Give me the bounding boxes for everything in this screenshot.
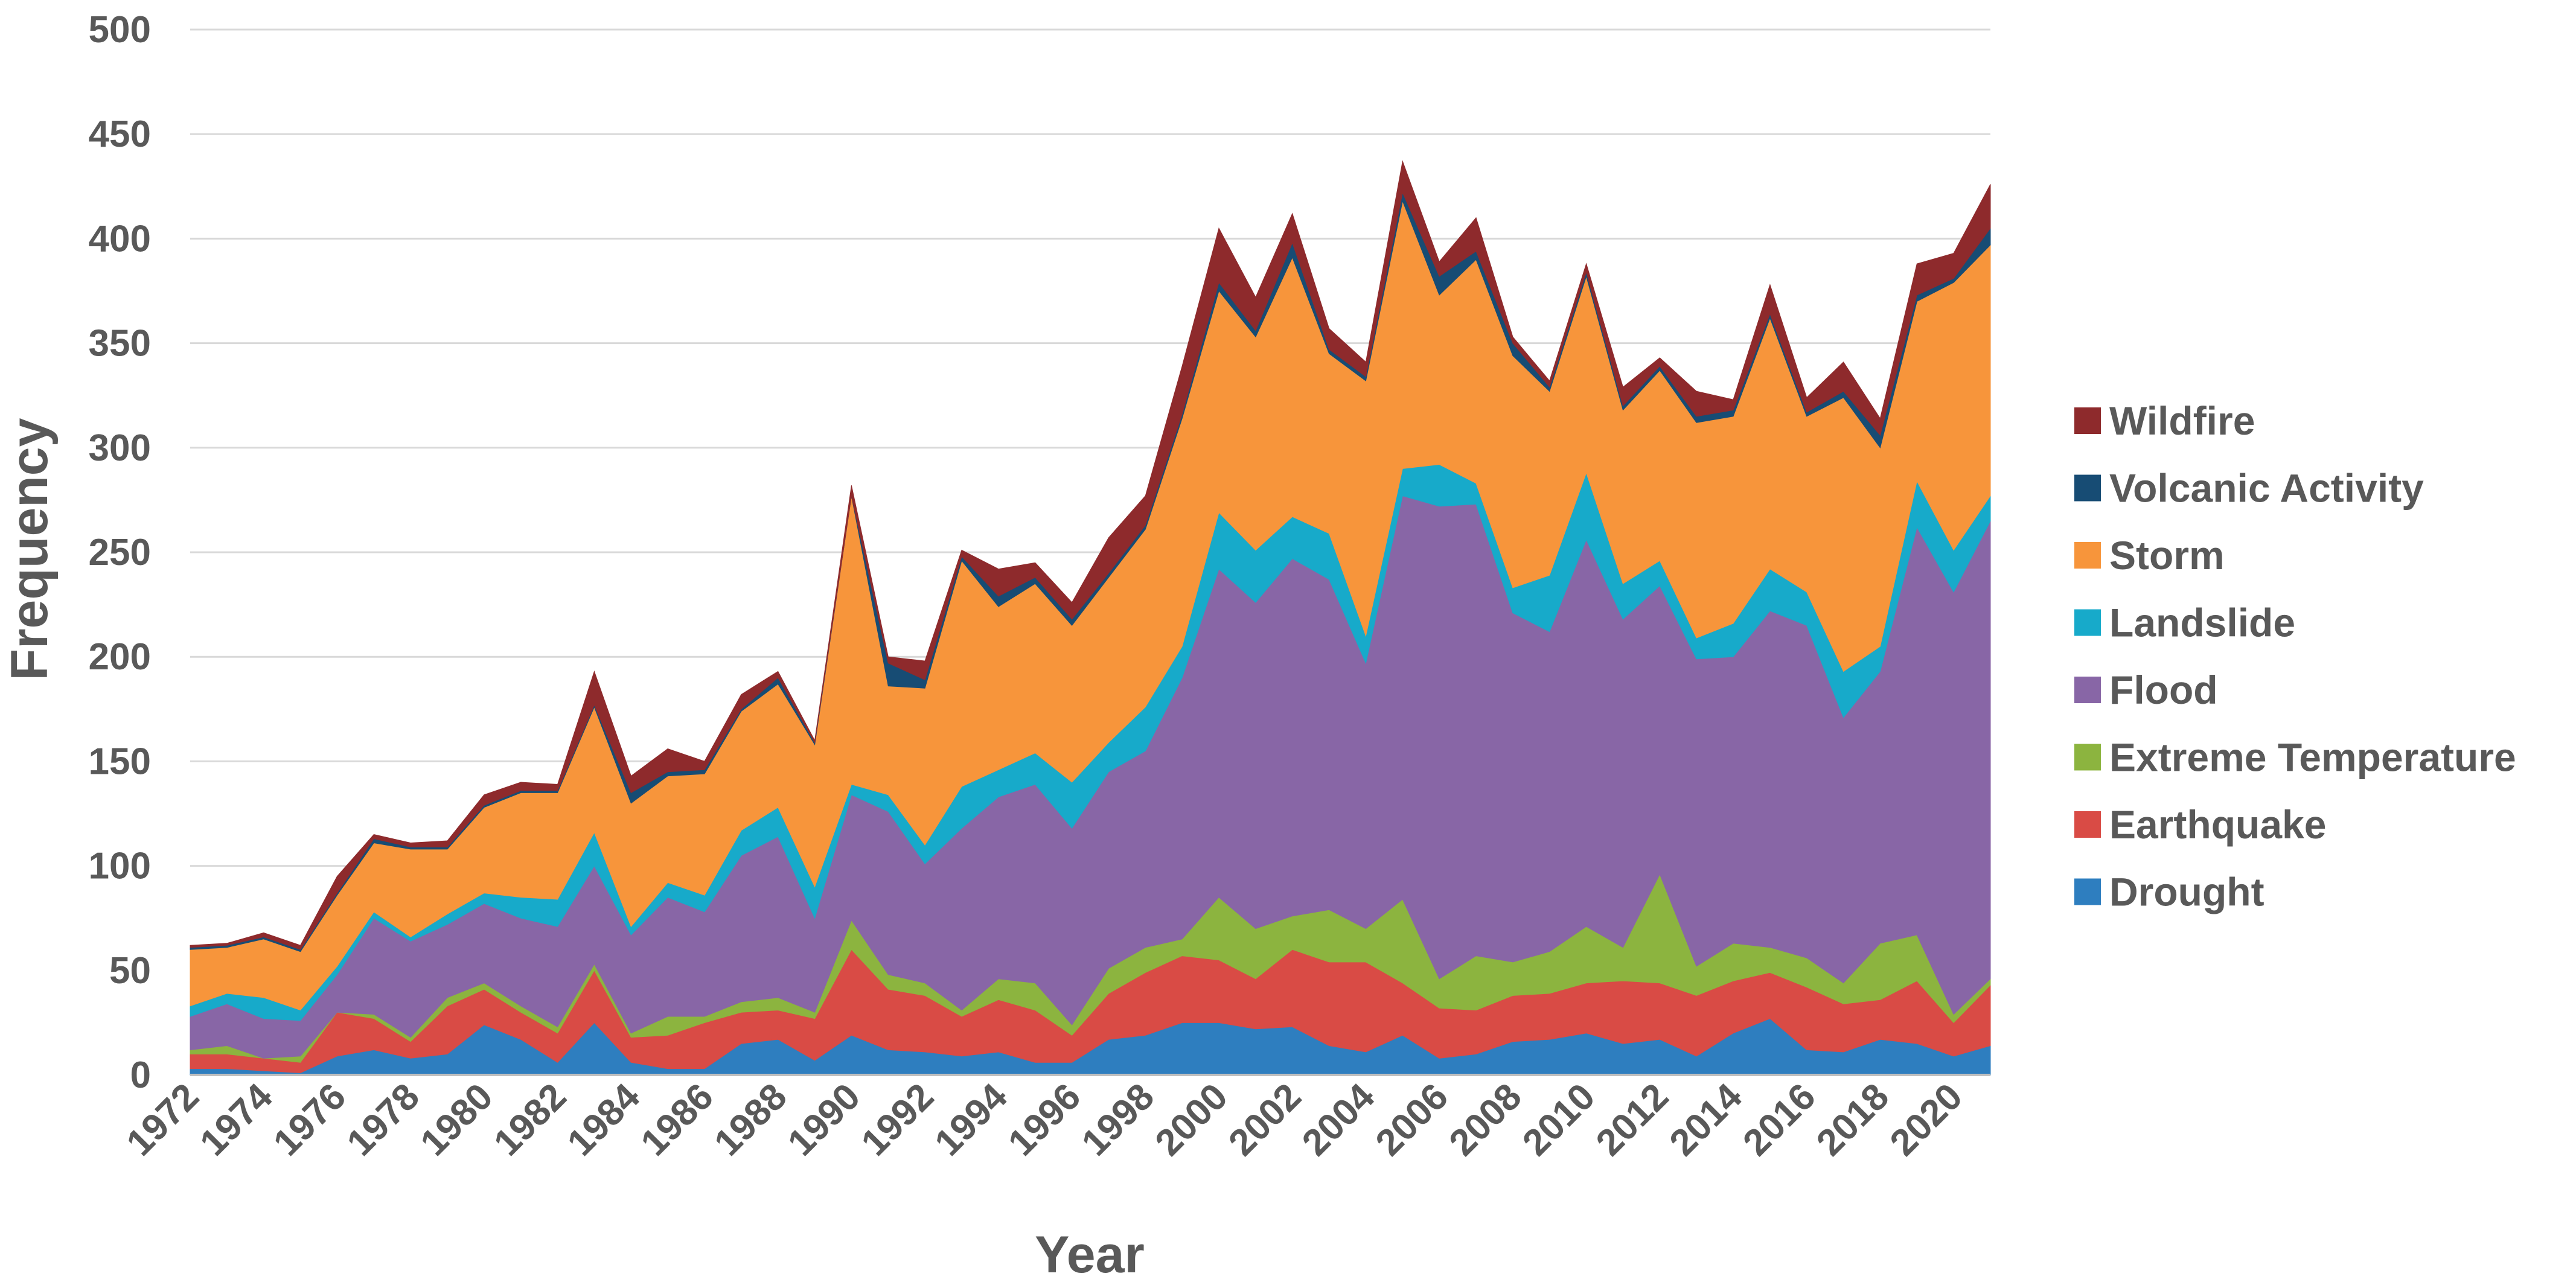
legend-swatch [2074, 744, 2101, 771]
x-tick-label: 1974 [192, 1076, 281, 1164]
x-tick-label: 1994 [927, 1076, 1015, 1164]
x-tick-label: 1978 [339, 1076, 427, 1164]
legend-item: Wildfire [2074, 398, 2255, 443]
x-tick-label: 1980 [412, 1076, 500, 1164]
legend-swatch [2074, 474, 2101, 502]
legend-label: Wildfire [2109, 398, 2255, 443]
legend-item: Extreme Temperature [2074, 735, 2516, 780]
y-tick-label: 350 [89, 323, 151, 365]
x-tick-label: 2018 [1809, 1076, 1897, 1164]
y-tick-label: 250 [89, 532, 151, 573]
x-tick-label: 2002 [1221, 1076, 1309, 1164]
x-tick-label: 2004 [1294, 1076, 1383, 1164]
legend-item: Earthquake [2074, 802, 2326, 847]
x-axis-tick-labels: 1972197419761978198019821984198619881990… [119, 1076, 1970, 1164]
y-tick-label: 500 [89, 9, 151, 51]
legend-swatch [2074, 811, 2101, 838]
legend-label: Volcanic Activity [2109, 466, 2424, 511]
legend-label: Storm [2109, 533, 2225, 578]
x-tick-label: 2020 [1882, 1076, 1970, 1164]
x-tick-label: 1996 [1000, 1076, 1088, 1164]
legend-swatch [2074, 878, 2101, 905]
legend-label: Flood [2109, 668, 2218, 712]
x-tick-label: 1984 [560, 1076, 648, 1164]
legend-swatch [2074, 677, 2101, 703]
legend-item: Flood [2074, 668, 2218, 712]
legend: Wildfire Volcanic Activity Storm Landslide F… [2074, 398, 2516, 914]
legend-swatch [2074, 542, 2101, 569]
area-wildfire [190, 160, 1991, 950]
y-tick-label: 200 [89, 636, 151, 678]
legend-swatch [2074, 609, 2101, 636]
y-axis-tick-labels: 0 50 100 150 200 250 300 350 400 450 500 [89, 9, 151, 1096]
y-tick-label: 150 [89, 741, 151, 782]
y-tick-label: 400 [89, 218, 151, 260]
legend-label: Landslide [2109, 601, 2295, 645]
x-tick-label: 1982 [486, 1076, 574, 1164]
x-tick-label: 2006 [1368, 1076, 1456, 1164]
y-tick-label: 50 [109, 950, 151, 992]
x-tick-label: 1976 [266, 1076, 354, 1164]
legend-label: Extreme Temperature [2109, 735, 2516, 780]
x-tick-label: 1986 [633, 1076, 721, 1164]
y-tick-label: 100 [89, 846, 151, 887]
x-axis-title: Year [1035, 1226, 1145, 1284]
x-tick-label: 2008 [1441, 1076, 1529, 1164]
legend-label: Earthquake [2109, 802, 2326, 847]
x-tick-label: 2010 [1515, 1076, 1603, 1164]
area-series-group [190, 160, 1991, 1076]
legend-label: Drought [2109, 870, 2264, 914]
legend-swatch [2074, 407, 2101, 434]
x-tick-label: 1990 [780, 1076, 868, 1164]
y-axis-title: Frequency [1, 418, 59, 680]
x-tick-label: 2016 [1735, 1076, 1823, 1164]
y-tick-label: 0 [130, 1054, 151, 1096]
y-tick-label: 300 [89, 427, 151, 469]
y-tick-label: 450 [89, 113, 151, 155]
x-tick-label: 2014 [1662, 1076, 1751, 1164]
x-tick-label: 2000 [1148, 1076, 1236, 1164]
x-tick-label: 1988 [706, 1076, 794, 1164]
legend-item: Drought [2074, 870, 2264, 914]
x-tick-label: 1998 [1074, 1076, 1162, 1164]
x-tick-label: 2012 [1588, 1076, 1676, 1164]
x-tick-label: 1992 [854, 1076, 942, 1164]
legend-item: Landslide [2074, 601, 2295, 645]
legend-item: Volcanic Activity [2074, 466, 2424, 511]
legend-item: Storm [2074, 533, 2225, 578]
